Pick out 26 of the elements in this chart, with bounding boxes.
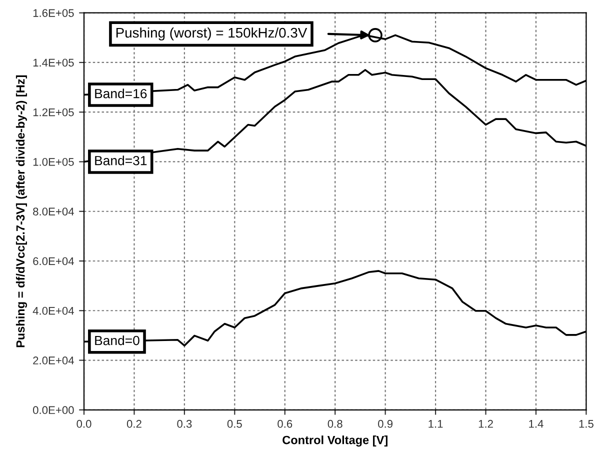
y-tick-label: 8.0E+04 [33, 208, 74, 216]
y-tick-label: 1.2E+05 [33, 108, 74, 116]
x-tick-label: 0.5 [227, 420, 242, 428]
x-tick-label: 0.6 [278, 420, 292, 428]
annotation: Pushing (worst) = 150kHz/0.3V [116, 27, 308, 40]
x-tick-label: 1.1 [428, 420, 443, 428]
y-tick-label: 4.0E+04 [32, 306, 74, 315]
y-tick-label: 6.0E+04 [33, 257, 74, 266]
series-label: Band=16 [95, 88, 147, 98]
x-tick-label: 1.2 [478, 420, 493, 428]
x-tick-label: 1.5 [579, 420, 594, 428]
y-tick-label: 1.0E+05 [33, 158, 74, 166]
x-tick-label: 0.9 [378, 420, 393, 428]
x-tick-label: 1.4 [529, 420, 544, 428]
x-tick-label: 0.3 [177, 420, 192, 428]
y-tick-label: 0.0E+00 [33, 406, 74, 414]
y-tick-label: 2.0E+04 [33, 356, 74, 364]
y-tick-label: 1.6E+05 [33, 9, 74, 17]
x-tick-label: 0.8 [328, 420, 342, 428]
series-label: Band=0 [95, 335, 140, 346]
x-tick-label: 0.2 [126, 420, 142, 428]
y-tick-label: 1.4E+05 [33, 58, 74, 67]
x-tick-label: 0.0 [76, 420, 92, 428]
y-axis-title: Pushing = df/dVcc[2.7-3V] (after divide-by-2) [Hz] [16, 75, 28, 348]
series-label: Band=31 [95, 156, 147, 166]
x-axis-title: Control Voltage [V] [282, 436, 388, 447]
